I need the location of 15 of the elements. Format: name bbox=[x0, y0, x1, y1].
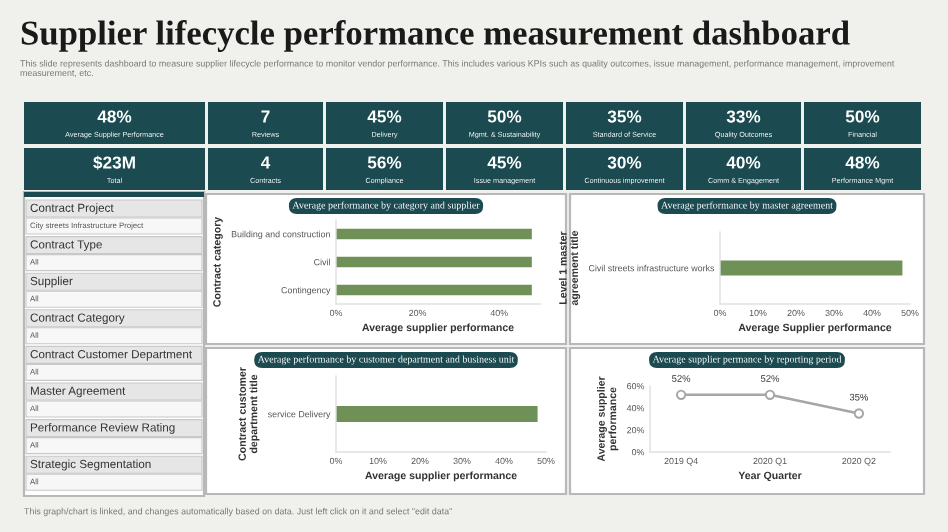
text: 33% bbox=[726, 110, 761, 123]
text: 56% bbox=[367, 156, 402, 169]
text: $23M bbox=[93, 155, 135, 170]
text: 4 bbox=[260, 156, 271, 169]
text: 48% bbox=[97, 110, 132, 123]
text: 45% bbox=[487, 156, 522, 169]
text: 40% bbox=[726, 156, 761, 169]
text: 50% bbox=[845, 110, 880, 123]
text: 45% bbox=[367, 110, 402, 123]
text: 50% bbox=[487, 110, 522, 123]
text: 35% bbox=[607, 110, 642, 123]
text: Supplier lifecycle performance measurement dashboard bbox=[21, 20, 850, 52]
text: 48% bbox=[845, 156, 880, 169]
text: 7 bbox=[261, 110, 270, 123]
text: 30% bbox=[607, 156, 642, 169]
